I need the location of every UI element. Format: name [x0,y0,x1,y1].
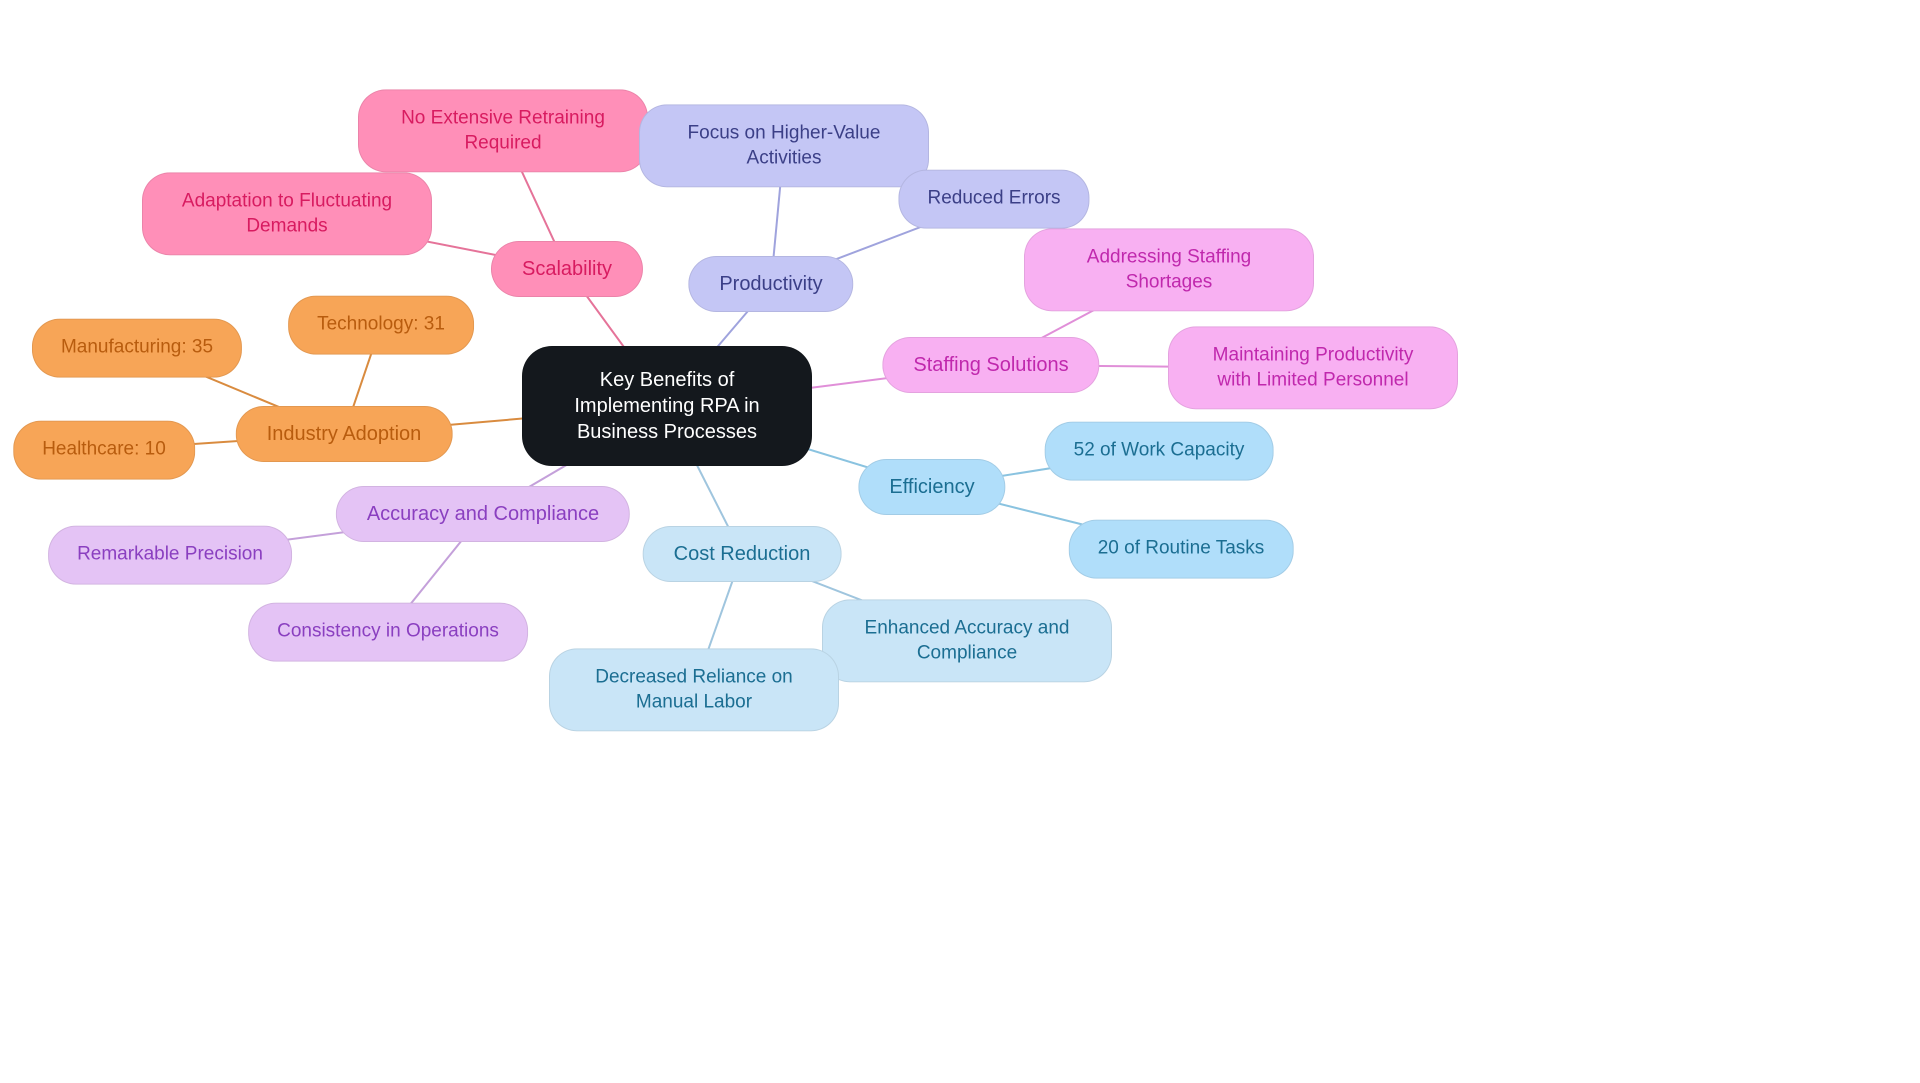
center-node: Key Benefits of Implementing RPA in Busi… [522,346,812,466]
leaf-productivity-1: Reduced Errors [898,170,1089,229]
branch-accuracy: Accuracy and Compliance [336,486,630,542]
leaf-efficiency-0: 52 of Work Capacity [1045,422,1274,481]
leaf-staffing-1: Maintaining Productivity with Limited Pe… [1168,326,1458,409]
leaf-cost-0: Enhanced Accuracy and Compliance [822,599,1112,682]
leaf-efficiency-1: 20 of Routine Tasks [1069,520,1294,579]
branch-productivity: Productivity [688,256,853,312]
leaf-cost-1: Decreased Reliance on Manual Labor [549,648,839,731]
leaf-accuracy-0: Remarkable Precision [48,526,292,585]
branch-industry: Industry Adoption [236,406,453,462]
leaf-industry-2: Healthcare: 10 [13,421,195,480]
branch-efficiency: Efficiency [858,459,1005,515]
leaf-industry-1: Manufacturing: 35 [32,319,242,378]
leaf-productivity-0: Focus on Higher-Value Activities [639,104,929,187]
branch-scalability: Scalability [491,241,643,297]
branch-cost: Cost Reduction [643,526,842,582]
leaf-accuracy-1: Consistency in Operations [248,603,528,662]
branch-staffing: Staffing Solutions [882,337,1099,393]
leaf-staffing-0: Addressing Staffing Shortages [1024,228,1314,311]
leaf-scalability-0: No Extensive Retraining Required [358,89,648,172]
leaf-scalability-1: Adaptation to Fluctuating Demands [142,172,432,255]
leaf-industry-0: Technology: 31 [288,296,474,355]
